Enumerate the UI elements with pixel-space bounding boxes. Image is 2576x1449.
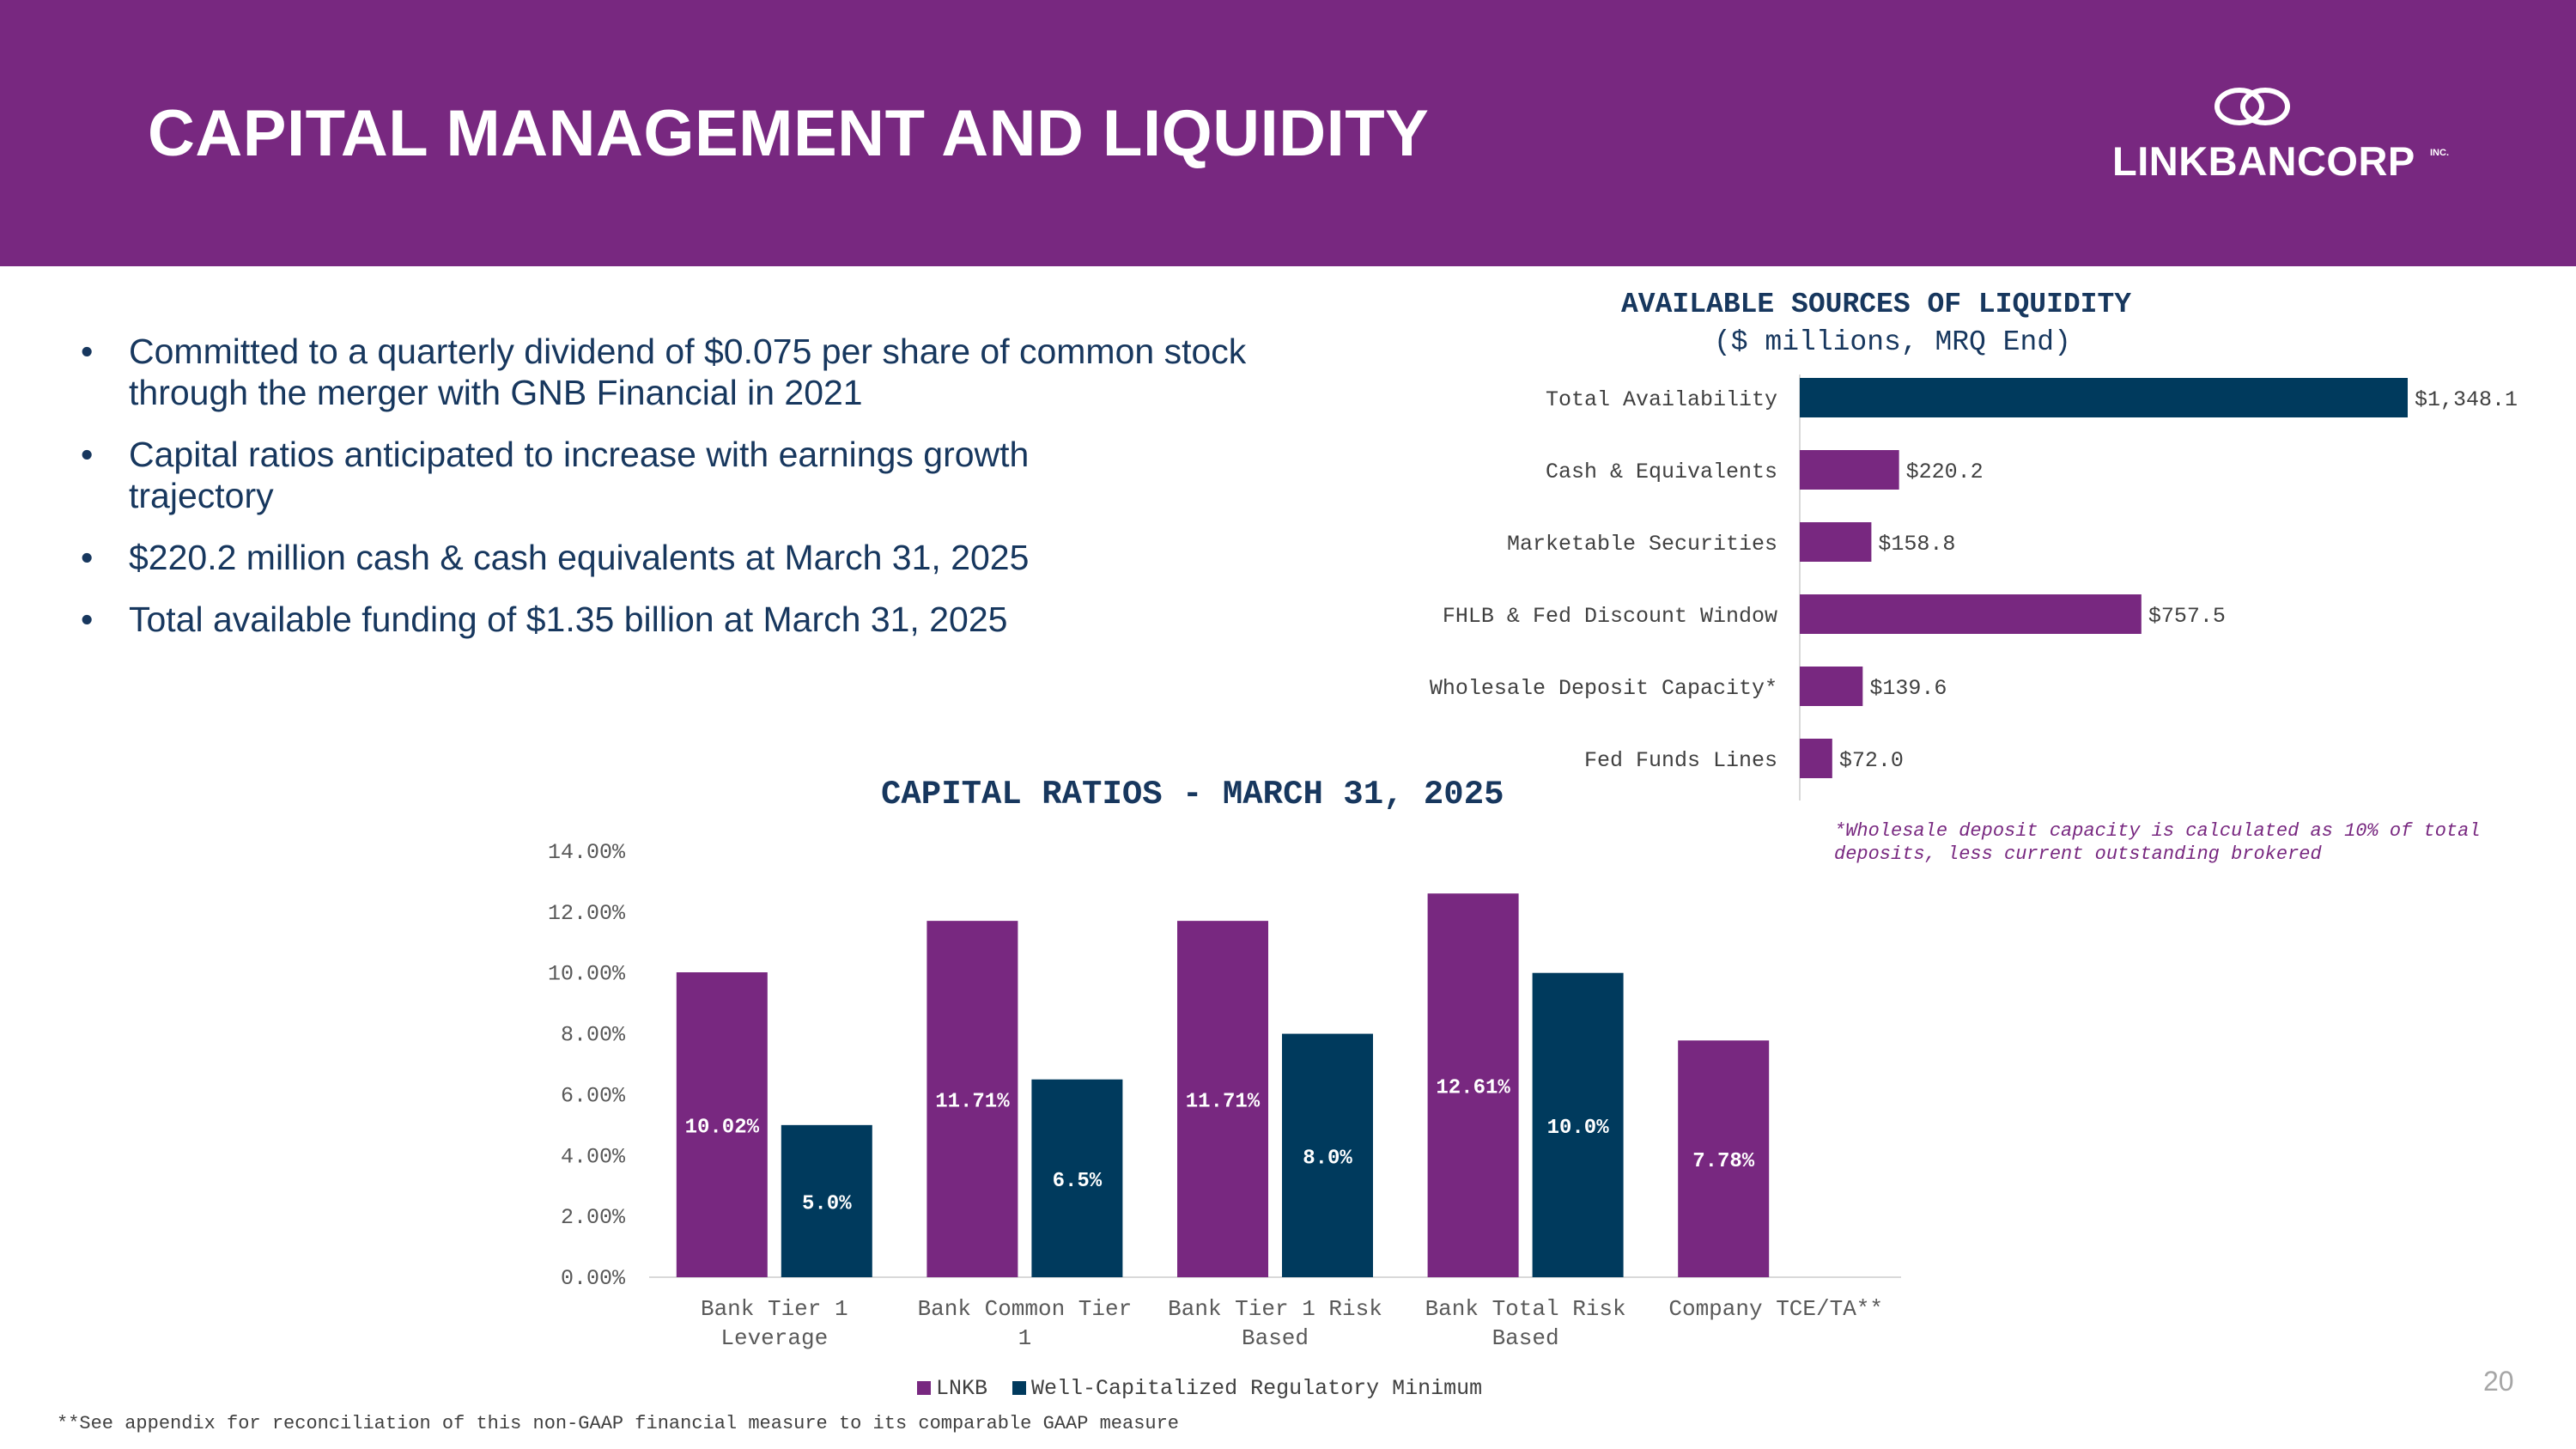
capital-bar-minimum: [1031, 1079, 1123, 1277]
capital-bar-lnkb: [1427, 893, 1519, 1277]
capital-data-label: 5.0%: [802, 1192, 852, 1215]
liquidity-category-label: Cash & Equivalents: [1546, 460, 1777, 484]
bullet-text: Capital ratios anticipated to increase w…: [129, 435, 1030, 515]
liquidity-category-label: FHLB & Fed Discount Window: [1443, 604, 1777, 629]
capital-category-label: Company TCE/TA**: [1668, 1296, 1883, 1322]
bullet-text: Committed to a quarterly dividend of $0.…: [129, 332, 1247, 412]
capital-y-tick-label: 10.00%: [548, 962, 626, 987]
liquidity-chart-subtitle: ($ millions, MRQ End): [1714, 326, 2071, 358]
bullet-list: • Committed to a quarterly dividend of $…: [77, 331, 1279, 661]
capital-data-label: 10.02%: [685, 1117, 760, 1140]
liquidity-data-label: $220.2: [1906, 460, 1984, 484]
capital-data-label: 11.71%: [935, 1091, 1010, 1114]
liquidity-data-label: $1,348.1: [2415, 387, 2518, 412]
capital-y-tick-label: 0.00%: [561, 1266, 626, 1291]
bullet-text: $220.2 million cash & cash equivalents a…: [129, 538, 1030, 577]
liquidity-category-label: Marketable Securities: [1507, 532, 1777, 557]
capital-y-tick-label: 12.00%: [548, 901, 626, 926]
capital-bar-minimum: [1532, 972, 1624, 1277]
liquidity-bar: [1800, 739, 1832, 778]
capital-category-label: Leverage: [720, 1325, 828, 1351]
liquidity-category-label: Total Availability: [1546, 387, 1777, 412]
capital-y-tick-label: 14.00%: [548, 840, 626, 865]
liquidity-bar: [1800, 594, 2142, 634]
liquidity-footnote: *Wholesale deposit capacity is calculate…: [1834, 820, 2481, 865]
logo-wordmark: LINKBANCORP: [2112, 138, 2415, 184]
capital-bar-lnkb: [676, 972, 768, 1277]
legend-label: Well-Capitalized Regulatory Minimum: [1031, 1376, 1483, 1401]
bullet-dot: •: [81, 600, 94, 639]
capital-bar-lnkb: [927, 921, 1018, 1277]
capital-category-label: Based: [1492, 1325, 1559, 1351]
capital-category-label: Bank Common Tier: [918, 1296, 1133, 1322]
capital-data-label: 6.5%: [1053, 1170, 1103, 1193]
capital-category-label: Bank Total Risk: [1425, 1296, 1626, 1322]
linked-rings-icon: [2215, 88, 2290, 125]
bottom-footnote: **See appendix for reconciliation of thi…: [57, 1413, 1180, 1434]
bullet-item: • Total available funding of $1.35 billi…: [77, 599, 1279, 640]
liquidity-category-label: Fed Funds Lines: [1584, 748, 1777, 773]
logo-inc: INC.: [2430, 148, 2449, 158]
capital-chart-title: CAPITAL RATIOS - MARCH 31, 2025: [881, 776, 1504, 813]
page-number: 20: [2483, 1366, 2514, 1397]
capital-data-label: 7.78%: [1692, 1150, 1755, 1173]
liquidity-bar: [1800, 522, 1872, 562]
liquidity-data-label: $757.5: [2148, 604, 2226, 629]
liquidity-data-label: $72.0: [1839, 748, 1904, 773]
capital-bar-lnkb: [1177, 921, 1268, 1277]
capital-bar-minimum: [1282, 1033, 1373, 1277]
capital-category-label: 1: [1018, 1325, 1032, 1351]
legend-item-lnkb: LNKB: [917, 1376, 987, 1401]
legend-swatch: [1012, 1381, 1027, 1396]
bullet-text: Total available funding of $1.35 billion…: [129, 600, 1008, 639]
bullet-dot: •: [81, 538, 94, 577]
capital-category-label: Based: [1242, 1325, 1309, 1351]
liquidity-category-label: Wholesale Deposit Capacity*: [1430, 676, 1777, 701]
capital-data-label: 12.61%: [1436, 1077, 1510, 1100]
page-title: CAPITAL MANAGEMENT AND LIQUIDITY: [148, 97, 1430, 170]
capital-y-tick-label: 4.00%: [561, 1144, 626, 1169]
bullet-item: • $220.2 million cash & cash equivalents…: [77, 537, 1279, 578]
bullet-dot: •: [81, 332, 94, 371]
legend-label: LNKB: [936, 1376, 988, 1401]
capital-category-label: Bank Tier 1 Risk: [1168, 1296, 1382, 1322]
capital-data-label: 10.0%: [1547, 1117, 1610, 1140]
capital-data-label: 8.0%: [1303, 1147, 1352, 1170]
capital-chart-legend: LNKB Well-Capitalized Regulatory Minimum: [917, 1376, 1494, 1402]
liquidity-bar: [1800, 378, 2408, 417]
capital-y-tick-label: 6.00%: [561, 1083, 626, 1108]
capital-data-label: 11.71%: [1186, 1091, 1261, 1114]
legend-item-minimum: Well-Capitalized Regulatory Minimum: [1012, 1376, 1482, 1401]
capital-y-tick-label: 2.00%: [561, 1205, 626, 1230]
liquidity-bar: [1800, 450, 1899, 490]
liquidity-data-label: $158.8: [1878, 532, 1955, 557]
capital-bar-minimum: [781, 1124, 872, 1277]
capital-y-tick-label: 8.00%: [561, 1023, 626, 1048]
bullet-item: • Capital ratios anticipated to increase…: [77, 434, 1151, 516]
capital-category-label: Bank Tier 1: [701, 1296, 848, 1322]
linkbancorp-logo: LINKBANCORP INC.: [2112, 79, 2473, 191]
liquidity-bar: [1800, 667, 1863, 706]
capital-bar-lnkb: [1678, 1040, 1770, 1277]
liquidity-data-label: $139.6: [1869, 676, 1947, 701]
bullet-item: • Committed to a quarterly dividend of $…: [77, 331, 1279, 413]
legend-swatch: [917, 1381, 931, 1396]
bullet-dot: •: [81, 435, 94, 474]
liquidity-chart-title: AVAILABLE SOURCES OF LIQUIDITY: [1621, 289, 2132, 320]
header-banner: CAPITAL MANAGEMENT AND LIQUIDITY LINKBAN…: [0, 0, 2576, 266]
